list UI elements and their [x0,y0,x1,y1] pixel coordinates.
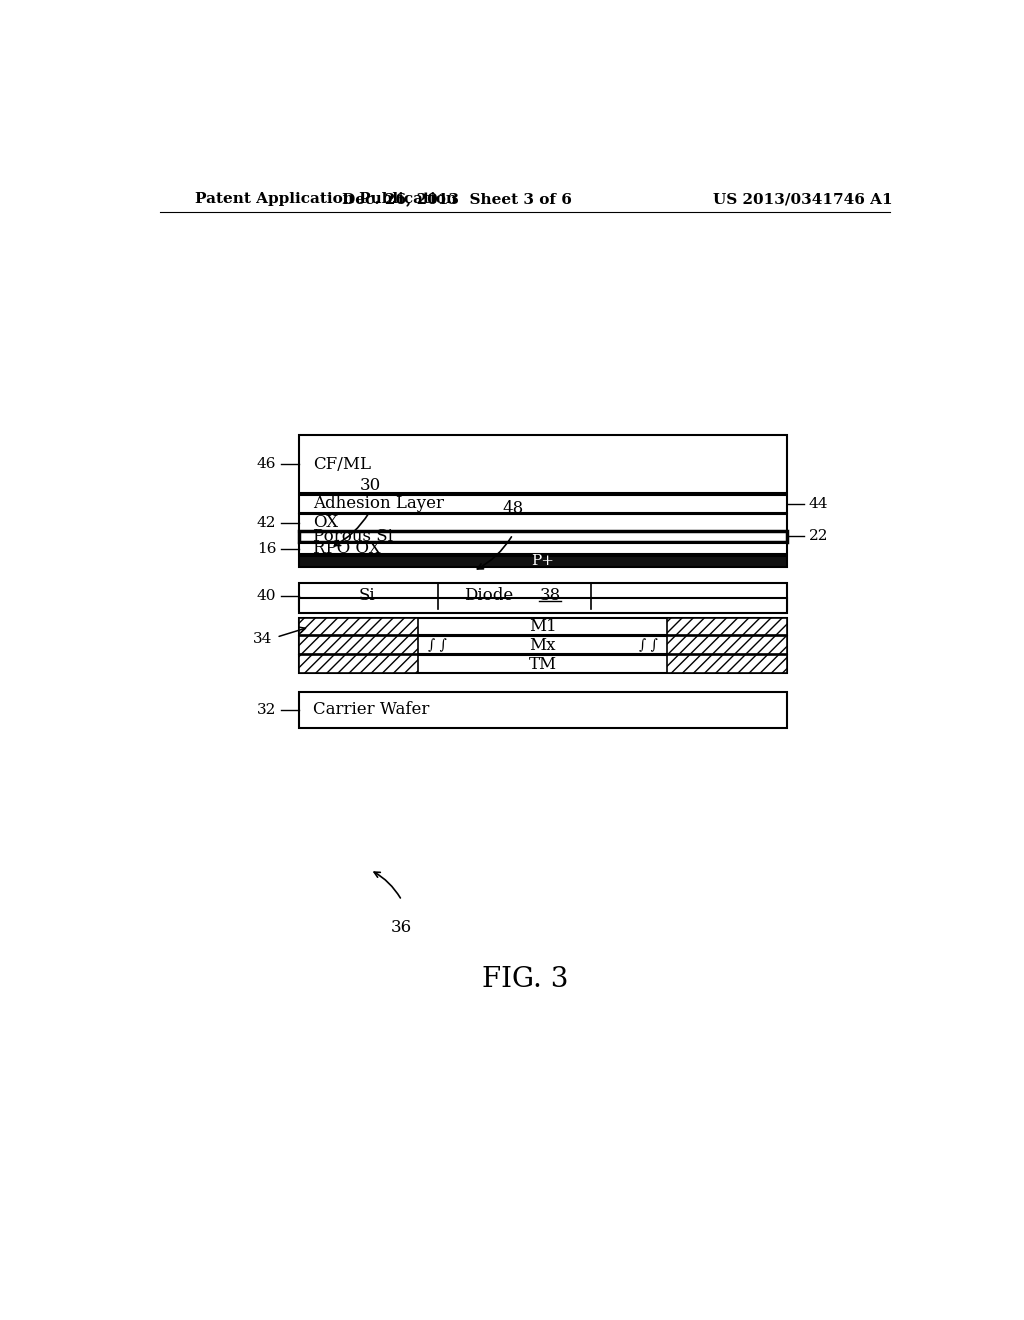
Text: CF/ML: CF/ML [313,455,371,473]
Text: 40: 40 [257,589,276,603]
Text: 46: 46 [257,457,276,471]
Bar [299,531,786,543]
Bar [299,582,786,609]
Text: ∫ ∫: ∫ ∫ [639,639,657,652]
Bar [299,495,786,513]
Bar [299,636,418,655]
Text: TM: TM [528,656,557,672]
Text: Adhesion Layer: Adhesion Layer [313,495,444,512]
Text: Carrier Wafer: Carrier Wafer [313,701,429,718]
Text: ∫ ∫: ∫ ∫ [428,639,446,652]
Text: 48: 48 [502,500,523,517]
Text: P+: P+ [531,554,554,569]
Text: Si: Si [358,587,375,605]
Text: 38: 38 [540,587,560,605]
Text: FIG. 3: FIG. 3 [481,966,568,993]
Text: US 2013/0341746 A1: US 2013/0341746 A1 [713,191,892,206]
Text: RPO OX: RPO OX [313,540,381,557]
Text: M1: M1 [528,618,556,635]
Text: 30: 30 [359,477,381,494]
Text: Porous Si: Porous Si [313,528,393,545]
Text: Mx: Mx [529,636,556,653]
Text: 36: 36 [391,919,413,936]
Bar [667,655,786,673]
Bar [299,556,786,568]
Bar [667,618,786,635]
Text: 16: 16 [257,543,276,556]
Bar [299,636,786,655]
Bar [667,636,786,655]
Bar [299,618,786,635]
Text: Diode: Diode [464,587,514,605]
Text: Patent Application Publication: Patent Application Publication [196,191,458,206]
Bar [299,598,786,612]
Bar [299,655,418,673]
Bar [299,692,786,727]
Text: 44: 44 [809,496,828,511]
Text: 34: 34 [253,631,272,645]
Text: OX: OX [313,515,338,531]
Text: 32: 32 [257,702,276,717]
Bar [299,436,786,494]
Bar [299,544,786,554]
Text: 22: 22 [809,529,828,544]
Bar [299,655,786,673]
Bar [299,618,418,635]
Text: 42: 42 [257,516,276,529]
Bar [299,513,786,532]
Text: Dec. 26, 2013  Sheet 3 of 6: Dec. 26, 2013 Sheet 3 of 6 [342,191,572,206]
